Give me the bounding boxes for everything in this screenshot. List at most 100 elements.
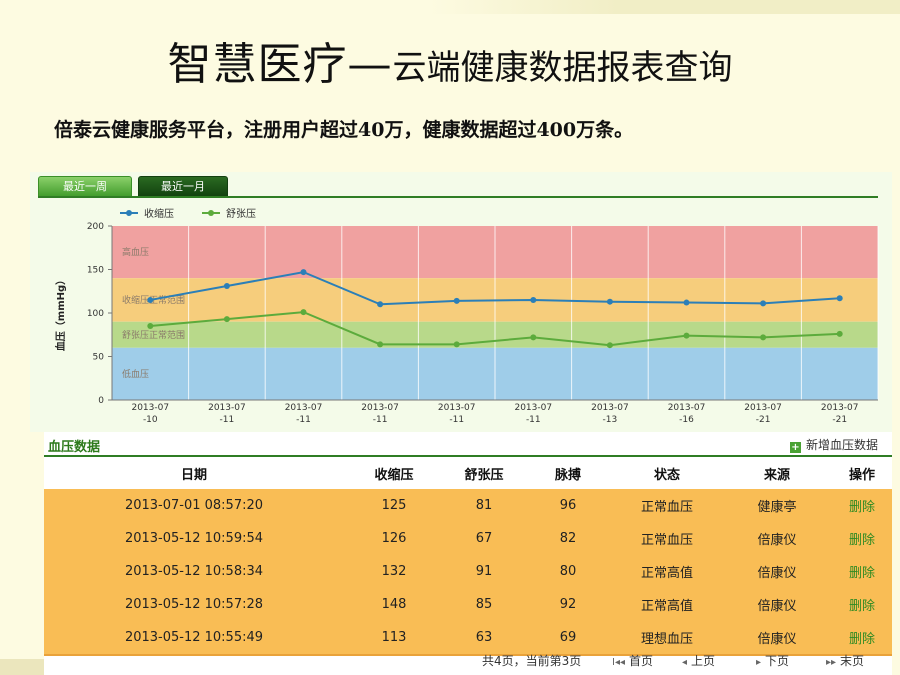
data-point (683, 332, 690, 339)
header-diastolic: 舒张压 (444, 457, 524, 489)
slide-title-sub: 云端健康数据报表查询 (392, 48, 733, 88)
data-point (836, 295, 843, 302)
add-bp-data-button[interactable]: + 新增血压数据 (789, 436, 878, 453)
delete-link[interactable]: 删除 (832, 522, 892, 555)
cell-date: 2013-05-12 10:55:49 (44, 621, 344, 656)
delete-link[interactable]: 删除 (832, 588, 892, 621)
prev-page-button[interactable]: ◂ 上页 (682, 652, 715, 669)
slide-title: 智慧医疗—云端健康数据报表查询 (0, 28, 900, 92)
legend-label: 舒张压 (226, 207, 256, 220)
delete-link[interactable]: 删除 (832, 555, 892, 588)
x-tick-label: 2013-07 -21 (821, 403, 859, 425)
data-point (147, 323, 154, 330)
data-point (300, 269, 307, 276)
data-point (223, 283, 230, 290)
first-page-button[interactable]: I◂◂ 首页 (612, 652, 653, 669)
x-tick-label: 2013-07 -10 (131, 403, 169, 425)
cell-diastolic: 67 (444, 522, 524, 555)
data-point (683, 299, 690, 306)
table-header-row: 日期 收缩压 舒张压 脉搏 状态 来源 操作 (44, 457, 892, 489)
header-source: 来源 (722, 457, 832, 489)
table-row: 2013-05-12 10:57:28 148 85 92 正常高值 倍康仪 删… (44, 588, 892, 621)
data-point (377, 341, 384, 348)
slide-title-main: 智慧医疗 (167, 39, 348, 90)
plus-icon: + (789, 442, 801, 453)
data-point (836, 330, 843, 337)
cell-date: 2013-05-12 10:57:28 (44, 588, 344, 621)
last-page-label: 末页 (840, 654, 865, 668)
header-action: 操作 (832, 457, 892, 489)
prev-page-icon: ◂ (682, 657, 688, 668)
pagination-info: 共4页，当前第3页 (482, 654, 582, 668)
tab-recent-month[interactable]: 最近一月 (138, 176, 228, 198)
cell-pulse: 92 (524, 588, 612, 621)
cell-source: 健康亭 (722, 489, 832, 522)
legend-marker (126, 210, 132, 216)
last-page-icon: ▸▸ (826, 657, 837, 668)
range-band-label: 低血压 (122, 368, 149, 380)
next-page-icon: ▸ (756, 657, 762, 668)
x-tick-label: 2013-07 -13 (591, 403, 629, 425)
data-point (530, 296, 537, 303)
cell-systolic: 125 (344, 489, 444, 522)
tab-recent-week[interactable]: 最近一周 (38, 176, 132, 198)
bp-data-table: 日期 收缩压 舒张压 脉搏 状态 来源 操作 2013-07-01 08:57:… (44, 457, 892, 656)
y-tick-label: 50 (93, 353, 105, 363)
next-page-button[interactable]: ▸ 下页 (756, 652, 789, 669)
cell-source: 倍康仪 (722, 555, 832, 588)
legend-marker (208, 210, 214, 216)
cell-systolic: 132 (344, 555, 444, 588)
cell-status: 正常高值 (612, 555, 722, 588)
header-pulse: 脉搏 (524, 457, 612, 489)
y-axis-label: 血压（mmHg） (54, 275, 67, 351)
x-tick-label: 2013-07 -11 (514, 403, 552, 425)
data-point (147, 296, 154, 303)
slide-top-decoration (430, 0, 900, 14)
header-systolic: 收缩压 (344, 457, 444, 489)
x-tick-label: 2013-07 -11 (285, 403, 323, 425)
y-tick-label: 100 (87, 309, 104, 319)
table-row: 2013-05-12 10:59:54 126 67 82 正常血压 倍康仪 删… (44, 522, 892, 555)
cell-systolic: 126 (344, 522, 444, 555)
table-row: 2013-05-12 10:58:34 132 91 80 正常高值 倍康仪 删… (44, 555, 892, 588)
cell-diastolic: 63 (444, 621, 524, 656)
prev-page-label: 上页 (691, 654, 716, 668)
cell-date: 2013-05-12 10:59:54 (44, 522, 344, 555)
data-point (453, 297, 460, 304)
cell-pulse: 69 (524, 621, 612, 656)
slide-subtitle: 倍泰云健康服务平台，注册用户超过40万，健康数据超过400万条。 (54, 119, 634, 141)
first-page-label: 首页 (629, 654, 654, 668)
cell-status: 正常高值 (612, 588, 722, 621)
tab-underline (38, 196, 878, 198)
delete-link[interactable]: 删除 (832, 621, 892, 656)
table-row: 2013-07-01 08:57:20 125 81 96 正常血压 健康亭 删… (44, 489, 892, 522)
cell-source: 倍康仪 (722, 522, 832, 555)
x-tick-label: 2013-07 -11 (361, 403, 399, 425)
data-point (606, 298, 613, 305)
chart-panel: 最近一周 最近一月 高血压 收缩压正常范围 舒张压正常范围 低血压 0 50 100 150 2… (30, 172, 892, 432)
cell-systolic: 148 (344, 588, 444, 621)
slide-title-dash: — (347, 39, 393, 90)
table-row: 2013-05-12 10:55:49 113 63 69 理想血压 倍康仪 删… (44, 621, 892, 656)
data-point (760, 334, 767, 341)
series-line (150, 311, 840, 347)
delete-link[interactable]: 删除 (832, 489, 892, 522)
cell-source: 倍康仪 (722, 621, 832, 656)
first-page-icon: I◂◂ (612, 657, 625, 668)
data-point (606, 342, 613, 349)
cell-date: 2013-05-12 10:58:34 (44, 555, 344, 588)
next-page-label: 下页 (765, 654, 790, 668)
cell-diastolic: 91 (444, 555, 524, 588)
cell-diastolic: 81 (444, 489, 524, 522)
last-page-button[interactable]: ▸▸ 末页 (826, 652, 864, 669)
x-tick-label: 2013-07 -11 (438, 403, 476, 425)
table-title: 血压数据 (48, 440, 101, 455)
cell-source: 倍康仪 (722, 588, 832, 621)
blood-pressure-chart: 高血压收缩压正常范围舒张压正常范围低血压050100150200血压（mmHg）… (54, 207, 879, 425)
cell-pulse: 80 (524, 555, 612, 588)
range-band-label: 高血压 (122, 246, 149, 258)
y-tick-label: 200 (87, 222, 104, 232)
data-point (377, 301, 384, 308)
y-tick-label: 150 (87, 266, 104, 276)
series-line (150, 271, 840, 306)
